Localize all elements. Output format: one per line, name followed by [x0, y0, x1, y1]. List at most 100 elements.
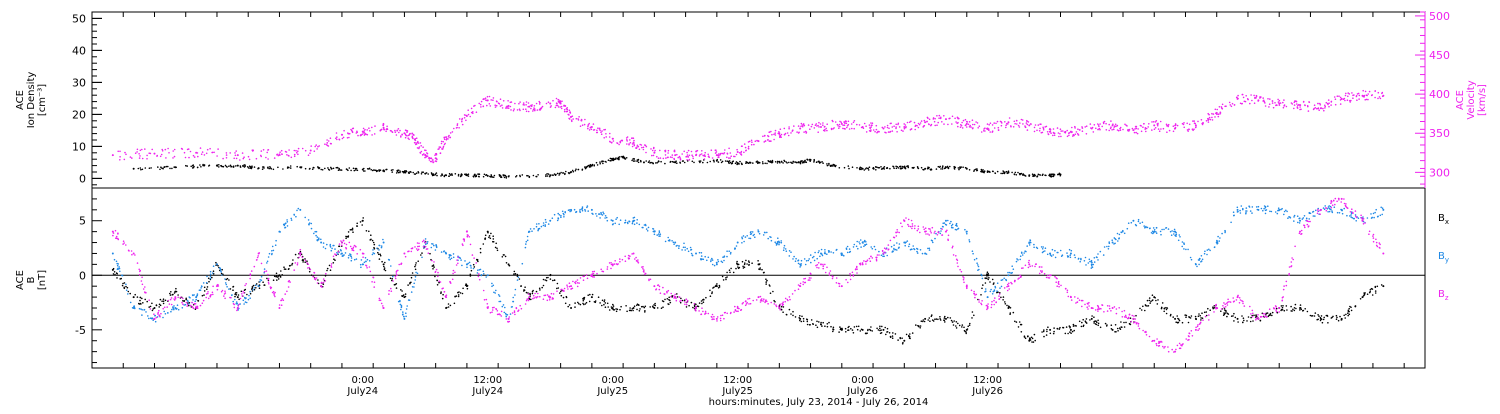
data-point — [382, 239, 384, 241]
data-point — [718, 161, 720, 163]
data-point — [674, 159, 676, 161]
data-point — [1023, 252, 1025, 254]
data-point — [546, 103, 548, 105]
data-point — [391, 130, 393, 132]
data-point — [391, 278, 393, 280]
data-point — [934, 118, 936, 120]
data-point — [668, 304, 670, 306]
data-point — [798, 263, 800, 265]
data-point — [144, 299, 146, 301]
data-point — [953, 320, 955, 322]
data-point — [817, 327, 819, 329]
data-point — [1099, 129, 1101, 131]
data-point — [895, 124, 897, 126]
data-point — [649, 306, 651, 308]
data-point — [549, 220, 551, 222]
data-point — [381, 245, 383, 247]
data-point — [256, 259, 258, 261]
data-point — [845, 121, 847, 123]
data-point — [1072, 135, 1074, 137]
data-point — [1342, 213, 1344, 215]
data-point — [1163, 311, 1165, 313]
data-point — [242, 165, 244, 167]
data-point — [824, 126, 826, 128]
data-point — [777, 242, 779, 244]
data-point — [1299, 106, 1301, 108]
data-point — [411, 291, 413, 293]
data-point — [1028, 174, 1030, 176]
data-point — [1309, 101, 1311, 103]
data-point — [686, 248, 688, 250]
data-point — [1199, 315, 1201, 317]
data-point — [560, 103, 562, 105]
data-point — [1161, 307, 1163, 309]
data-point — [457, 124, 459, 126]
data-point — [141, 314, 143, 316]
data-point — [618, 224, 620, 226]
data-point — [410, 171, 412, 173]
b-tick-label: 0 — [79, 269, 86, 282]
data-point — [1324, 209, 1326, 211]
data-point — [365, 257, 367, 259]
data-point — [363, 128, 365, 130]
data-point — [945, 318, 947, 320]
data-point — [917, 325, 919, 327]
data-point — [534, 105, 536, 107]
data-point — [234, 307, 236, 309]
data-point — [892, 337, 894, 339]
data-point — [157, 166, 159, 168]
data-point — [870, 330, 872, 332]
data-point — [982, 284, 984, 286]
data-point — [884, 166, 886, 168]
data-point — [710, 295, 712, 297]
data-point — [940, 118, 942, 120]
data-point — [490, 105, 492, 107]
data-point — [914, 122, 916, 124]
data-point — [777, 161, 779, 163]
data-point — [649, 162, 651, 164]
data-point — [175, 288, 177, 290]
data-point — [1163, 128, 1165, 130]
data-point — [839, 126, 841, 128]
data-point — [664, 163, 666, 165]
data-point — [565, 303, 567, 305]
data-point — [568, 173, 570, 175]
data-point — [1001, 286, 1003, 288]
data-point — [484, 239, 486, 241]
data-point — [405, 172, 407, 174]
data-point — [897, 166, 899, 168]
data-point — [532, 293, 534, 295]
data-point — [1278, 207, 1280, 209]
data-point — [1331, 317, 1333, 319]
data-point — [202, 151, 204, 153]
data-point — [609, 133, 611, 135]
data-point — [356, 132, 358, 134]
data-point — [860, 246, 862, 248]
data-point — [1057, 174, 1059, 176]
data-point — [368, 231, 370, 233]
data-point — [871, 126, 873, 128]
data-point — [493, 238, 495, 240]
data-point — [409, 134, 411, 136]
data-point — [578, 303, 580, 305]
data-point — [596, 162, 598, 164]
data-point — [413, 134, 415, 136]
data-point — [767, 139, 769, 141]
data-point — [616, 217, 618, 219]
data-point — [1049, 329, 1051, 331]
data-point — [1038, 174, 1040, 176]
data-point — [1081, 126, 1083, 128]
data-point — [1291, 310, 1293, 312]
data-point — [299, 209, 301, 211]
data-point — [1175, 234, 1177, 236]
data-point — [1237, 207, 1239, 209]
data-point — [609, 160, 611, 162]
data-point — [255, 284, 257, 286]
data-point — [257, 257, 259, 259]
data-point — [221, 274, 223, 276]
data-point — [1222, 104, 1224, 106]
data-point — [274, 292, 276, 294]
data-point — [1010, 307, 1012, 309]
data-point — [890, 123, 892, 125]
data-point — [467, 288, 469, 290]
